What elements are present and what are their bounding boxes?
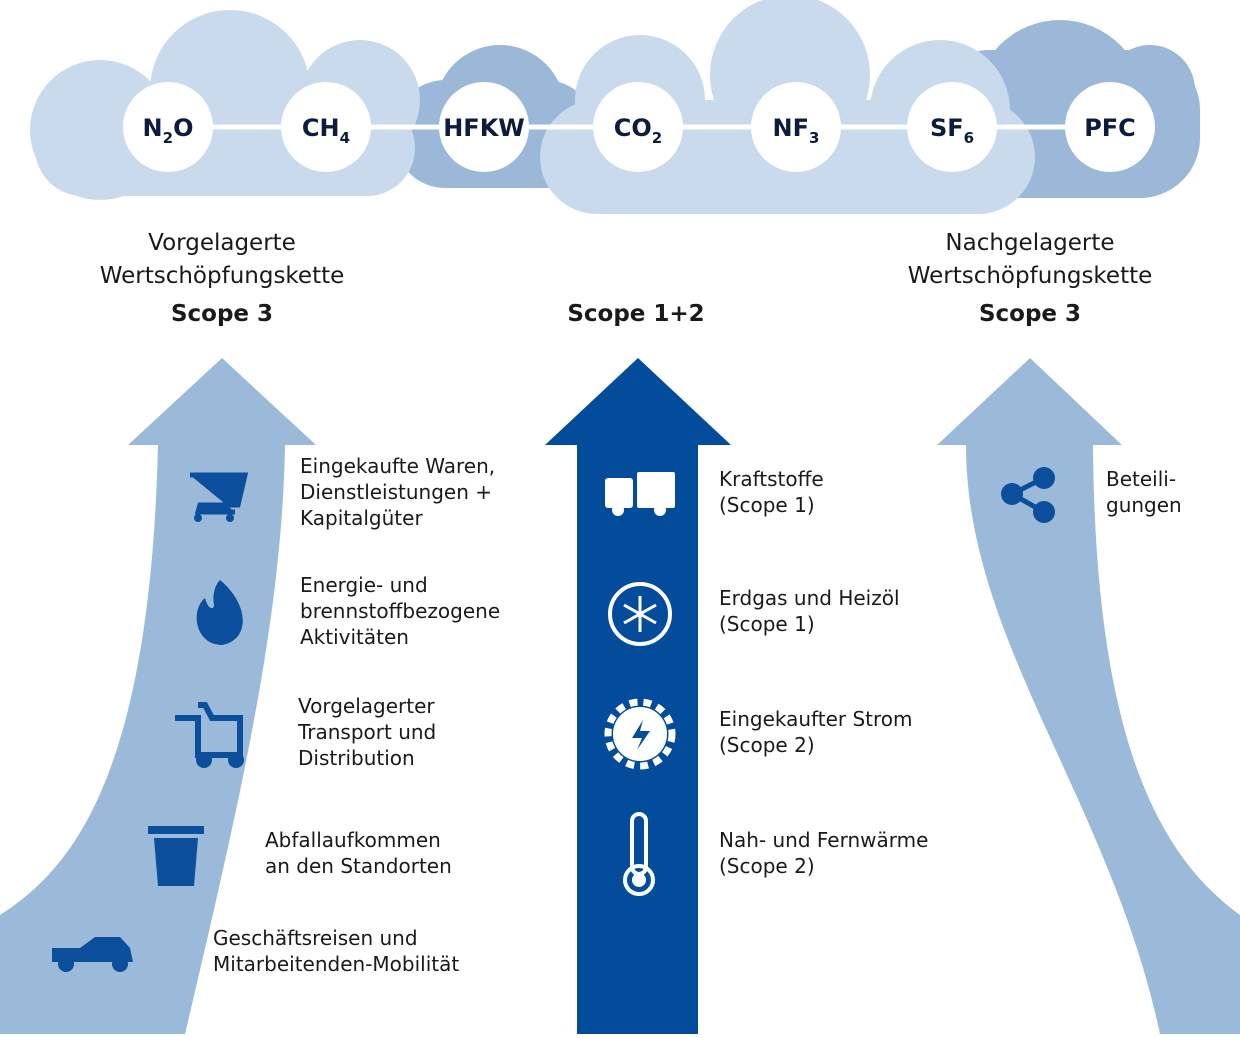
gas-tail: O xyxy=(173,114,193,142)
item-label: Dienstleistungen + xyxy=(300,480,492,504)
item-label: Distribution xyxy=(298,746,415,770)
column-heading: Vorgelagerte xyxy=(148,230,296,256)
gas-circle xyxy=(907,82,997,172)
item-label: (Scope 1) xyxy=(719,612,815,636)
gas-main: HFKW xyxy=(443,114,525,142)
gas-label: CH4 xyxy=(302,114,350,147)
gas-circle xyxy=(593,82,683,172)
gas-main: SF xyxy=(930,114,964,142)
arrows xyxy=(0,358,1240,1034)
gas-circle xyxy=(751,82,841,172)
gas-label: N2O xyxy=(143,114,194,147)
item-label: Beteili- xyxy=(1106,467,1176,491)
item-label: Mitarbeitenden-Mobilität xyxy=(213,952,459,976)
scope-label: Scope 3 xyxy=(979,301,1081,327)
gas-label: SF6 xyxy=(930,114,974,147)
column-heading: Wertschöpfungskette xyxy=(908,263,1153,289)
item-label: gungen xyxy=(1106,493,1182,517)
gas-main: CO xyxy=(614,114,652,142)
item-label: Energie- und xyxy=(300,573,428,597)
item-label: Kapitalgüter xyxy=(300,506,423,530)
icons xyxy=(52,467,1055,972)
gas-main: NF xyxy=(773,114,809,142)
item-label: (Scope 1) xyxy=(719,493,815,517)
item-label: Vorgelagerter xyxy=(298,694,435,718)
gas-main: CH xyxy=(302,114,340,142)
item-label: Eingekaufter Strom xyxy=(719,707,913,731)
gas-label: CO2 xyxy=(614,114,662,147)
gas-circle xyxy=(439,82,529,172)
gas-sub: 3 xyxy=(809,129,819,147)
item-label: (Scope 2) xyxy=(719,854,815,878)
item-label: Erdgas und Heizöl xyxy=(719,586,900,610)
column-heading: Nachgelagerte xyxy=(945,230,1114,256)
item-label: (Scope 2) xyxy=(719,733,815,757)
gas-circle xyxy=(1065,82,1155,172)
gas-sub: 4 xyxy=(340,129,350,147)
gas-main: PFC xyxy=(1084,114,1136,142)
gas-main: N xyxy=(143,114,163,142)
gas-sub: 6 xyxy=(964,129,974,147)
item-label: brennstoffbezogene xyxy=(300,599,500,623)
scope-label: Scope 1+2 xyxy=(567,301,704,327)
item-label: Eingekaufte Waren, xyxy=(300,454,495,478)
item-label: Geschäftsreisen und xyxy=(213,926,418,950)
column-heading: Wertschöpfungskette xyxy=(100,263,345,289)
gas-circle xyxy=(281,82,371,172)
item-label: Kraftstoffe xyxy=(719,467,824,491)
item-label: Abfallaufkommen xyxy=(265,828,441,852)
item-label: Nah- und Fernwärme xyxy=(719,828,928,852)
gas-label: HFKW xyxy=(443,114,525,142)
gas-label: NF3 xyxy=(773,114,820,147)
gas-label: PFC xyxy=(1084,114,1136,142)
scope-label: Scope 3 xyxy=(171,301,273,327)
gas-sub: 2 xyxy=(163,129,173,147)
item-label: Transport und xyxy=(297,720,436,744)
item-label: Aktivitäten xyxy=(300,625,409,649)
item-label: an den Standorten xyxy=(265,854,452,878)
gas-sub: 2 xyxy=(652,129,662,147)
gas-circle xyxy=(123,82,213,172)
